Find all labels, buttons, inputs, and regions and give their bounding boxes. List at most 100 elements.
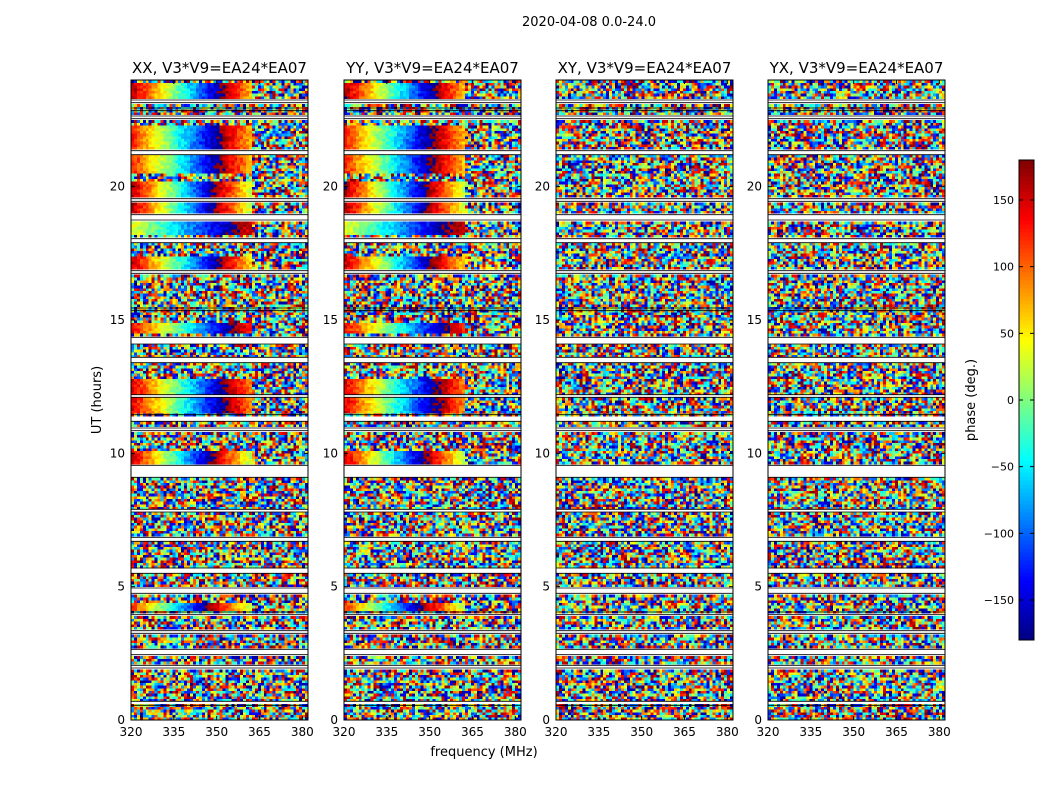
heatmap-cell bbox=[172, 712, 176, 715]
heatmap-cell bbox=[142, 485, 147, 489]
heatmap-cell bbox=[251, 690, 256, 694]
heatmap-cell bbox=[157, 560, 161, 563]
heatmap-cell bbox=[263, 440, 267, 443]
heatmap-cell bbox=[260, 578, 265, 582]
heatmap-cell bbox=[169, 525, 173, 529]
heatmap-cell bbox=[275, 621, 279, 625]
heatmap-cell bbox=[249, 685, 253, 689]
heatmap-cell bbox=[260, 581, 265, 585]
heatmap-cell bbox=[166, 661, 170, 665]
heatmap-cell bbox=[237, 685, 241, 689]
heatmap-cell bbox=[266, 448, 270, 451]
heatmap-cell bbox=[201, 696, 206, 699]
heatmap-cell bbox=[263, 573, 267, 577]
heatmap-cell bbox=[178, 565, 182, 569]
heatmap-cell bbox=[195, 717, 200, 721]
heatmap-cell bbox=[151, 546, 155, 550]
heatmap-cell bbox=[243, 693, 247, 697]
heatmap-cell bbox=[257, 608, 262, 611]
heatmap-cell bbox=[293, 506, 297, 510]
heatmap-cell bbox=[293, 698, 297, 702]
heatmap-cell bbox=[169, 506, 173, 510]
heatmap-cell bbox=[251, 712, 256, 715]
heatmap-cell bbox=[175, 709, 179, 713]
heatmap-cell bbox=[216, 522, 220, 526]
heatmap-cell bbox=[246, 562, 250, 566]
heatmap-cell bbox=[302, 520, 306, 523]
heatmap-cell bbox=[305, 522, 309, 526]
heatmap-cell bbox=[166, 520, 170, 523]
heatmap-cell bbox=[293, 557, 297, 561]
heatmap-cell bbox=[178, 616, 182, 619]
heatmap-cell bbox=[228, 578, 232, 582]
heatmap-cell bbox=[160, 552, 164, 555]
heatmap-cell bbox=[195, 448, 200, 451]
heatmap-cell bbox=[272, 541, 276, 545]
heatmap-cell bbox=[269, 560, 273, 563]
heatmap-cell bbox=[281, 485, 285, 489]
heatmap-cell bbox=[305, 525, 309, 529]
heatmap-cell bbox=[198, 525, 203, 529]
heatmap-cell bbox=[213, 549, 217, 553]
heatmap-cell bbox=[195, 560, 200, 563]
heatmap-cell bbox=[251, 682, 256, 686]
heatmap-cell bbox=[181, 498, 185, 502]
heatmap-cell bbox=[190, 562, 194, 566]
heatmap-cell bbox=[163, 557, 167, 561]
heatmap-cell bbox=[246, 712, 250, 715]
heatmap-cell bbox=[213, 696, 217, 699]
heatmap-cell bbox=[151, 565, 155, 569]
heatmap-cell bbox=[243, 562, 247, 566]
heatmap-cell bbox=[296, 533, 300, 537]
heatmap-cell bbox=[269, 514, 273, 518]
heatmap-cell bbox=[216, 541, 220, 545]
heatmap-cell bbox=[225, 594, 229, 598]
heatmap-cell bbox=[160, 674, 164, 678]
heatmap-cell bbox=[281, 690, 285, 694]
heatmap-cell bbox=[178, 624, 182, 627]
heatmap-cell bbox=[131, 528, 135, 531]
heatmap-cell bbox=[260, 453, 265, 457]
heatmap-cell bbox=[231, 442, 235, 446]
heatmap-cell bbox=[257, 517, 262, 521]
heatmap-cell bbox=[222, 498, 226, 502]
heatmap-cell bbox=[157, 712, 161, 715]
heatmap-cell bbox=[260, 576, 265, 579]
heatmap-cell bbox=[142, 618, 147, 622]
heatmap-cell bbox=[284, 578, 288, 582]
heatmap-cell bbox=[136, 693, 141, 697]
heatmap-cell bbox=[169, 618, 173, 622]
heatmap-cell bbox=[190, 616, 194, 619]
heatmap-cell bbox=[148, 661, 152, 665]
heatmap-cell bbox=[272, 490, 276, 494]
heatmap-cell bbox=[154, 573, 158, 577]
heatmap-cell bbox=[136, 656, 141, 659]
heatmap-cell bbox=[228, 533, 232, 537]
heatmap-cell bbox=[284, 602, 288, 606]
heatmap-cell bbox=[145, 717, 149, 721]
heatmap-cell bbox=[237, 573, 241, 577]
heatmap-cell bbox=[254, 656, 259, 659]
heatmap-cell bbox=[204, 520, 208, 523]
heatmap-cell bbox=[302, 661, 306, 665]
heatmap-cell bbox=[272, 482, 276, 486]
heatmap-cell bbox=[225, 656, 229, 659]
heatmap-cell bbox=[243, 674, 247, 678]
heatmap-cell bbox=[225, 482, 229, 486]
heatmap-cell bbox=[225, 584, 229, 587]
heatmap-cell bbox=[142, 501, 147, 505]
heatmap-cell bbox=[207, 544, 211, 547]
heatmap-cell bbox=[272, 461, 276, 465]
heatmap-cell bbox=[305, 480, 309, 483]
heatmap-cell bbox=[240, 573, 244, 577]
heatmap-cell bbox=[219, 626, 223, 630]
heatmap-cell bbox=[278, 658, 282, 662]
heatmap-cell bbox=[234, 562, 238, 566]
heatmap-cell bbox=[302, 493, 306, 497]
heatmap-cell bbox=[133, 706, 138, 710]
heatmap-cell bbox=[243, 485, 247, 489]
heatmap-cell bbox=[131, 517, 135, 521]
heatmap-cell bbox=[293, 602, 297, 606]
heatmap-cell bbox=[166, 498, 170, 502]
heatmap-cell bbox=[296, 712, 300, 715]
